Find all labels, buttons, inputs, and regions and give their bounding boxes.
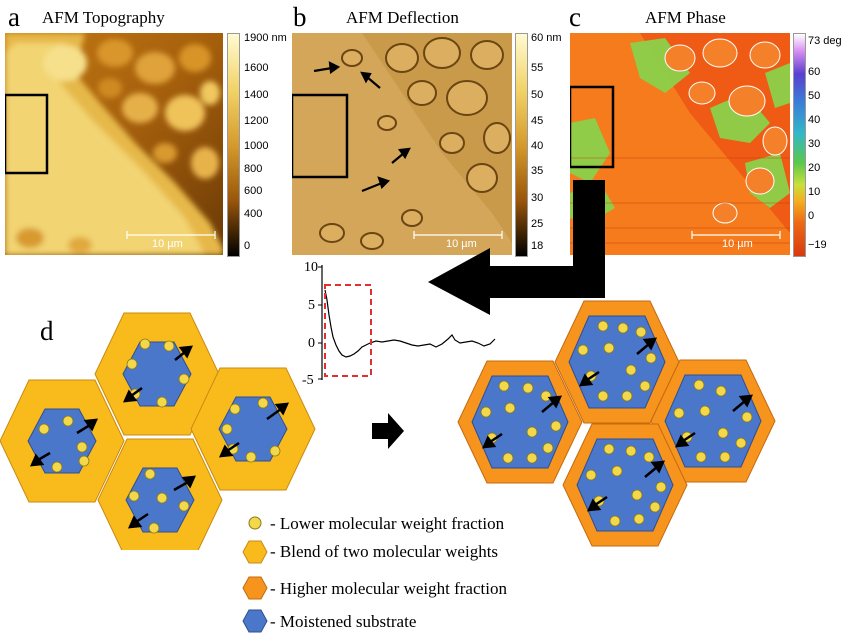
height-profile-plot: 10 5 0 -5 [302, 260, 496, 388]
panel-b-colorbar [515, 33, 528, 257]
panel-b-title: AFM Deflection [346, 8, 459, 27]
colorbar-tick: 0 [244, 240, 251, 252]
hexagon-cell [0, 379, 125, 503]
legend-label: - Blend of two molecular weights [270, 542, 499, 561]
left-hexagon-cluster [0, 312, 316, 550]
profile-y-tick: 0 [308, 336, 315, 351]
panel-a-letter: a [8, 2, 20, 32]
hexagon-cell [554, 300, 680, 424]
transition-arrow-icon [372, 413, 404, 449]
legend-label: - Higher molecular weight fraction [270, 579, 507, 598]
colorbar-tick: 10 [808, 186, 821, 198]
right-hexagon-cluster [457, 300, 776, 547]
legend: - Lower molecular weight fraction - Blen… [240, 512, 600, 637]
colorbar-tick: 1400 [244, 89, 269, 101]
colorbar-tick: 55 [531, 62, 544, 74]
panel-b-letter: b [293, 2, 307, 32]
afm-deflection-image [290, 33, 512, 255]
profile-highlight-box [324, 284, 372, 377]
colorbar-tick: 1200 [244, 115, 269, 127]
colorbar-tick: 60 [808, 66, 821, 78]
colorbar-tick: 60 nm [531, 32, 562, 44]
big-arrow-icon [428, 180, 605, 315]
panel-a-title: AFM Topography [42, 8, 165, 27]
profile-y-tick: -5 [302, 373, 314, 388]
panel-c-letter: c [569, 2, 581, 32]
afm-phase-image [568, 33, 790, 255]
hexagon-diagram [0, 300, 776, 550]
hexagon-cell [457, 360, 583, 484]
colorbar-tick: 800 [244, 163, 263, 175]
panel-d-letter: d [40, 316, 54, 346]
afm-topography-image [3, 33, 223, 255]
colorbar-tick: 20 [808, 162, 821, 174]
colorbar-tick: 25 [531, 218, 544, 230]
panel-c-colorbar-ticks: 73 deg 60 50 40 30 20 10 0 −19 [808, 33, 850, 255]
colorbar-tick: 18 [531, 240, 544, 252]
hexagon-cell [650, 359, 776, 483]
colorbar-tick: 50 [531, 89, 544, 101]
profile-y-tick: 10 [304, 260, 318, 275]
panel-a-scale-bar-label: 10 µm [152, 238, 183, 250]
panel-c-colorbar [793, 33, 806, 257]
panel-b-colorbar-ticks: 60 nm 55 50 45 40 35 30 25 18 [531, 33, 571, 255]
colorbar-tick: 600 [244, 185, 263, 197]
colorbar-tick: 1000 [244, 140, 269, 152]
substrate-hexagon-icon [242, 609, 268, 633]
colorbar-tick: 1600 [244, 62, 269, 74]
colorbar-tick: 40 [531, 140, 544, 152]
panel-a-colorbar-ticks: 1900 nm 1600 1400 1200 1000 800 600 400 … [244, 33, 294, 255]
colorbar-tick: 73 deg [808, 35, 842, 47]
hexagon-cell [190, 367, 316, 491]
higher-fraction-hexagon-icon [242, 576, 268, 600]
colorbar-tick: 50 [808, 90, 821, 102]
colorbar-tick: 30 [808, 138, 821, 150]
colorbar-tick: 45 [531, 115, 544, 127]
colorbar-tick: 0 [808, 210, 815, 222]
colorbar-tick: 35 [531, 165, 544, 177]
colorbar-tick: 40 [808, 114, 821, 126]
colorbar-tick: 1900 nm [244, 32, 287, 44]
hexagon-cell [94, 312, 220, 436]
profile-y-tick: 5 [308, 298, 315, 313]
hexagon-cell [97, 438, 223, 550]
panel-b-scale-bar-label: 10 µm [446, 238, 477, 250]
legend-label: - Lower molecular weight fraction [270, 514, 505, 533]
profile-line [324, 289, 496, 358]
blend-hexagon-icon [242, 540, 268, 564]
hexagon-cell [562, 423, 688, 547]
colorbar-tick: 400 [244, 208, 263, 220]
legend-label: - Moistened substrate [270, 612, 417, 631]
lower-fraction-circle-icon [248, 516, 262, 530]
colorbar-tick: −19 [808, 239, 827, 251]
colorbar-tick: 30 [531, 192, 544, 204]
panel-a-colorbar [227, 33, 240, 257]
panel-c-title: AFM Phase [645, 8, 726, 27]
panel-c-scale-bar-label: 10 µm [722, 238, 753, 250]
